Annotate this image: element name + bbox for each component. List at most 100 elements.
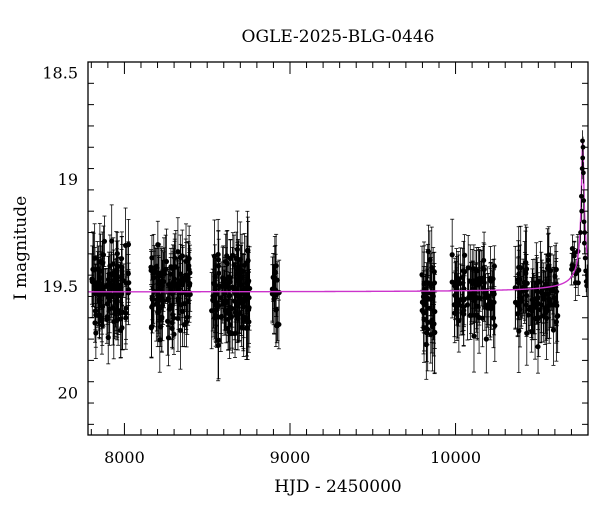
data-point: [212, 312, 219, 318]
data-point: [481, 257, 487, 263]
data-point: [213, 282, 219, 289]
data-point: [466, 294, 472, 301]
data-point: [419, 307, 425, 314]
data-point: [515, 277, 521, 283]
data-point: [149, 296, 156, 303]
data-point: [113, 309, 119, 315]
event-point: [580, 170, 586, 176]
data-point: [546, 263, 552, 269]
data-point: [159, 283, 165, 289]
y-tick-label: 18.5: [42, 64, 78, 83]
data-point: [171, 331, 177, 337]
data-point: [209, 308, 215, 314]
data-point: [492, 323, 498, 329]
data-point: [464, 302, 471, 308]
data-point: [99, 322, 105, 328]
data-point: [175, 298, 181, 304]
data-point: [536, 315, 542, 321]
data-point: [108, 292, 114, 298]
data-point: [449, 279, 455, 285]
data-point: [531, 300, 537, 307]
data-point: [105, 334, 111, 341]
data-point: [187, 270, 193, 276]
data-point: [228, 314, 234, 320]
data-point: [273, 307, 279, 313]
data-point: [467, 312, 473, 318]
chart-title: OGLE-2025-BLG-0446: [242, 27, 435, 47]
data-point: [165, 297, 171, 303]
data-point: [431, 269, 437, 275]
data-point: [241, 262, 248, 268]
data-point: [461, 311, 467, 317]
data-point: [226, 310, 233, 316]
data-point: [425, 326, 431, 332]
data-point: [428, 296, 434, 302]
data-point: [186, 282, 193, 289]
data-point: [485, 305, 491, 311]
data-point: [234, 246, 240, 253]
data-point: [151, 274, 157, 281]
data-point: [226, 274, 232, 280]
data-point: [246, 305, 252, 311]
data-point: [175, 315, 181, 322]
data-point: [553, 266, 559, 273]
event-point: [581, 219, 587, 225]
data-point: [460, 274, 466, 281]
data-point: [101, 291, 107, 297]
data-point: [156, 297, 162, 304]
data-point: [481, 280, 487, 286]
data-point: [213, 307, 219, 313]
data-point: [523, 302, 529, 308]
data-point: [215, 263, 221, 269]
data-point: [483, 336, 489, 342]
data-point: [545, 257, 551, 263]
data-point: [476, 276, 482, 282]
data-point: [427, 257, 433, 263]
data-point: [432, 308, 438, 315]
data-point: [458, 296, 464, 303]
data-point: [103, 283, 109, 290]
y-tick-label: 19.5: [42, 277, 78, 296]
data-point: [244, 248, 250, 254]
data-point: [165, 335, 172, 341]
data-point: [125, 287, 132, 293]
data-point: [516, 271, 522, 277]
error-bars: [89, 204, 581, 382]
data-point: [236, 279, 242, 285]
y-axis-label: I magnitude: [11, 196, 31, 300]
data-point: [537, 306, 543, 313]
data-point: [550, 288, 556, 294]
data-point: [576, 267, 582, 273]
event-point: [582, 255, 588, 261]
data-point: [92, 255, 98, 261]
data-point: [543, 281, 549, 287]
data-point: [432, 329, 438, 336]
data-point: [99, 318, 105, 324]
event-point: [578, 230, 583, 235]
data-point: [148, 324, 155, 330]
data-point: [451, 302, 458, 308]
data-point: [461, 252, 468, 258]
data-point: [517, 295, 524, 301]
data-point: [469, 287, 475, 293]
data-point: [271, 296, 277, 302]
event-point: [580, 155, 586, 161]
data-point: [109, 238, 115, 244]
data-point: [421, 300, 427, 307]
data-point: [233, 291, 239, 297]
data-point: [118, 274, 125, 280]
data-point: [472, 294, 478, 300]
data-point: [177, 278, 184, 284]
data-point: [545, 291, 551, 297]
data-point: [149, 255, 155, 261]
event-point: [579, 208, 585, 214]
data-point: [173, 264, 179, 270]
data-point: [183, 258, 189, 264]
data-point: [222, 291, 228, 297]
data-point: [515, 311, 521, 317]
data-point: [100, 260, 106, 266]
data-point: [94, 280, 100, 286]
data-point: [97, 312, 103, 318]
data-point: [215, 257, 221, 263]
